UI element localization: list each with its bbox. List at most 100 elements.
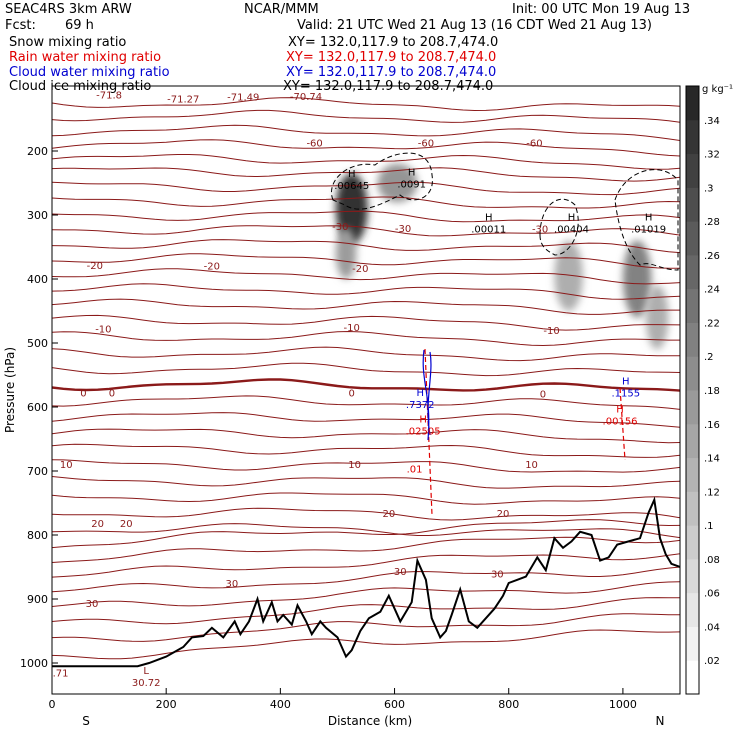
colorbar-frame [685,85,700,695]
contour-label: -10 [344,323,360,334]
contour-label: 20 [91,519,104,530]
colorbar-swatch [686,457,699,492]
colorbar-swatch [686,221,699,256]
extremum-value: .1155 [611,388,640,399]
colorbar: .02 .04 .06 .08 .1 .12 .14 .16 .18 .2 .22 .24 .26 .28… [685,84,733,695]
colorbar-swatch [686,322,699,357]
colorbar-swatch [686,558,699,594]
contour-label: 20 [497,509,510,520]
terrain-profile [52,496,680,668]
colorbar-tick-label: .08 [704,555,720,566]
contour-label: 10 [348,460,361,471]
contour-label: -71.49 [227,93,259,104]
contour-label: -20 [204,262,220,273]
axes: 0 200 400 600 800 100020030040050060070080090… [20,145,637,711]
snow-cell [645,285,669,350]
valid-time: Valid: 21 UTC Wed 21 Aug 13 (16 CDT Wed … [297,18,652,33]
contour-labels: -71.8 -71.27 -71.49 -70.74 -60 -60 -60 -30 -30 -3… [53,91,666,690]
y-tick-label: 300 [27,209,48,222]
south-label: S [82,714,90,728]
temperature-contour [52,629,680,660]
temperature-contour [52,362,680,377]
extremum-value: .0091 [397,180,426,191]
temperature-contour [52,109,680,123]
contour-label: -10 [95,324,111,335]
north-label: N [656,714,665,728]
field-name-cloud-ice: Cloud ice mixing ratio [9,79,152,94]
cloud-ice-contour [331,152,433,210]
temperature-contour [52,492,680,505]
x-tick-label: 200 [156,698,177,711]
field-name-cloud-water: Cloud water mixing ratio [9,65,170,80]
extremum-value: .00156 [603,416,638,427]
extremum-value: .00011 [471,224,506,235]
extremum-mark: H [416,388,424,399]
terrain-line [52,496,680,668]
temperature-contour [52,124,680,141]
cloud-water-contour [422,349,432,441]
extremum-value: .02505 [406,427,441,438]
colorbar-tick-label: .24 [704,285,720,296]
contour-label: -10 [543,326,559,337]
extremum-mark: H [622,376,630,387]
contour-label: 20 [120,519,133,530]
extremum-value: .00404 [554,224,589,235]
extremum-mark: H [616,404,624,415]
temperature-contour [52,139,680,157]
colorbar-tick-label: .2 [704,352,714,363]
colorbar-swatch [686,491,699,526]
contour-label: -30 [332,222,348,233]
temperature-contour [52,346,680,362]
y-tick-label: 200 [27,145,48,158]
extremum-mark: L [143,666,149,677]
colorbar-tick-label: .12 [704,487,720,498]
forecast-hours: 69 h [65,18,94,33]
temperature-contour [52,253,680,269]
temperature-contour [52,330,680,347]
contour-label: -71.27 [167,95,199,106]
contour-label: 0 [80,388,86,399]
y-tick-label: 500 [27,337,48,350]
snow-cell [554,240,583,311]
contour-label: 10 [525,460,538,471]
y-tick-label: 1000 [20,657,48,670]
contour-label: -60 [418,139,434,150]
contour-label: 30 [394,567,407,578]
extremum-value: 30.72 [132,678,161,689]
contour-label: -30 [532,224,548,235]
colorbar-swatch [686,254,699,290]
x-tick-label: 0 [49,698,56,711]
colorbar-tick-label: .06 [704,589,720,600]
contour-label: -30 [395,224,411,235]
colorbar-tick-label: .16 [704,420,720,431]
contour-label: -70.74 [290,92,322,103]
y-tick-label: 700 [27,465,48,478]
colorbar-swatch [686,390,699,425]
zero-degree-contour [52,378,680,392]
colorbar-tick-label: .28 [704,217,720,228]
temperature-contour [52,428,680,444]
x-tick-label: 600 [384,698,405,711]
contour-label: -60 [526,139,542,150]
colorbar-tick-label: .34 [704,116,720,127]
extremum-value: .7372 [406,400,435,411]
temperature-contour [52,210,680,223]
field-xy-cloud-ice: XY= 132.0,117.9 to 208.7,474.0 [283,79,494,94]
field-xy-snow: XY= 132.0,117.9 to 208.7,474.0 [288,35,499,50]
temperature-contour [52,283,680,300]
contour-label: 0 [109,388,115,399]
temperature-contour [52,523,680,539]
contour-label: 30 [491,569,504,580]
colorbar-tick-label: .14 [704,454,720,465]
colorbar-swatch [686,660,699,695]
extremum-mark: H [408,168,416,179]
temperature-contour [52,395,680,410]
colorbar-tick-label: .04 [704,622,720,633]
temperature-contour [52,239,680,254]
org-label: NCAR/MMM [244,2,319,17]
temperature-contour [52,154,680,170]
colorbar-swatch [686,288,699,323]
colorbar-tick-label: .02 [704,656,720,667]
temperature-contour [52,97,680,112]
temperature-contour [52,566,680,593]
